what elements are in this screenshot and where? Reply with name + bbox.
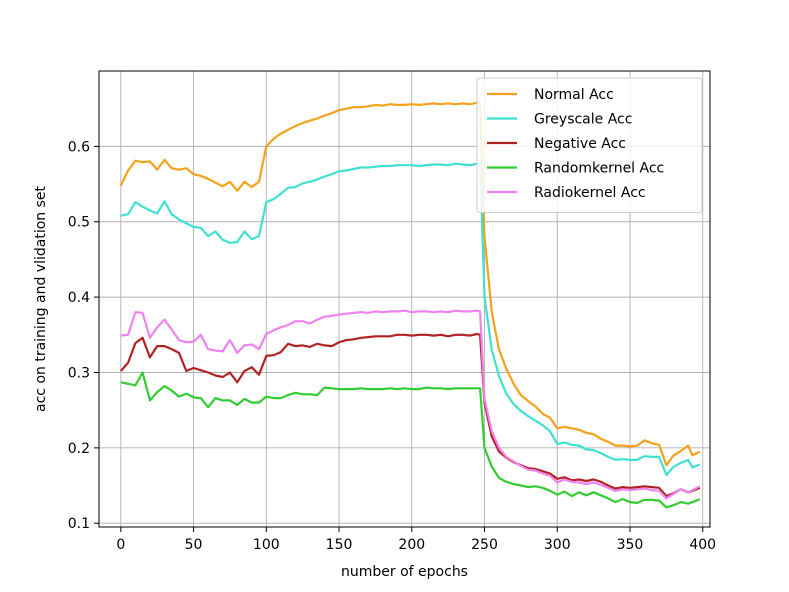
plot-lines	[119, 101, 701, 509]
legend-label: Negative Acc	[534, 136, 626, 152]
axis-ticks: 0 50 100 150 200 250 300 350 400 0.1 0.2 0.3 0.4 0.5 0…	[68, 139, 716, 553]
legend-label: Normal Acc	[534, 87, 614, 103]
x-tick-label: 200	[398, 537, 425, 553]
y-tick-label: 0.6	[68, 139, 90, 155]
series-line-3	[119, 332, 701, 498]
x-tick-label: 350	[617, 537, 644, 553]
series-line-2	[120, 161, 701, 477]
x-tick-label: 150	[326, 537, 353, 553]
series-line-1	[119, 101, 701, 467]
x-tick-label: 400	[689, 537, 716, 553]
x-tick-label: 100	[253, 537, 280, 553]
x-tick-label: 50	[185, 537, 203, 553]
plot-frame	[98, 70, 711, 528]
x-tick-label: 250	[471, 537, 498, 553]
y-tick-label: 0.2	[68, 441, 90, 457]
x-axis-label: number of epochs	[341, 564, 468, 580]
y-axis-label: acc on training and vlidation set	[33, 185, 49, 411]
legend-label: Greyscale Acc	[534, 112, 632, 128]
legend-label: Randomkernel Acc	[534, 161, 664, 177]
x-tick-label: 300	[544, 537, 571, 553]
y-tick-label: 0.3	[68, 365, 90, 381]
legend-box	[476, 77, 703, 213]
y-tick-label: 0.4	[68, 290, 90, 306]
legend: Normal Acc Greyscale Acc Negative Acc Rando…	[476, 77, 703, 213]
y-tick-label: 0.5	[68, 215, 90, 231]
series-line-5	[120, 309, 701, 500]
x-tick-label: 0	[116, 537, 125, 553]
legend-label: Radiokernel Acc	[534, 185, 646, 201]
y-tick-label: 0.1	[68, 516, 90, 532]
series-line-4	[120, 371, 701, 509]
